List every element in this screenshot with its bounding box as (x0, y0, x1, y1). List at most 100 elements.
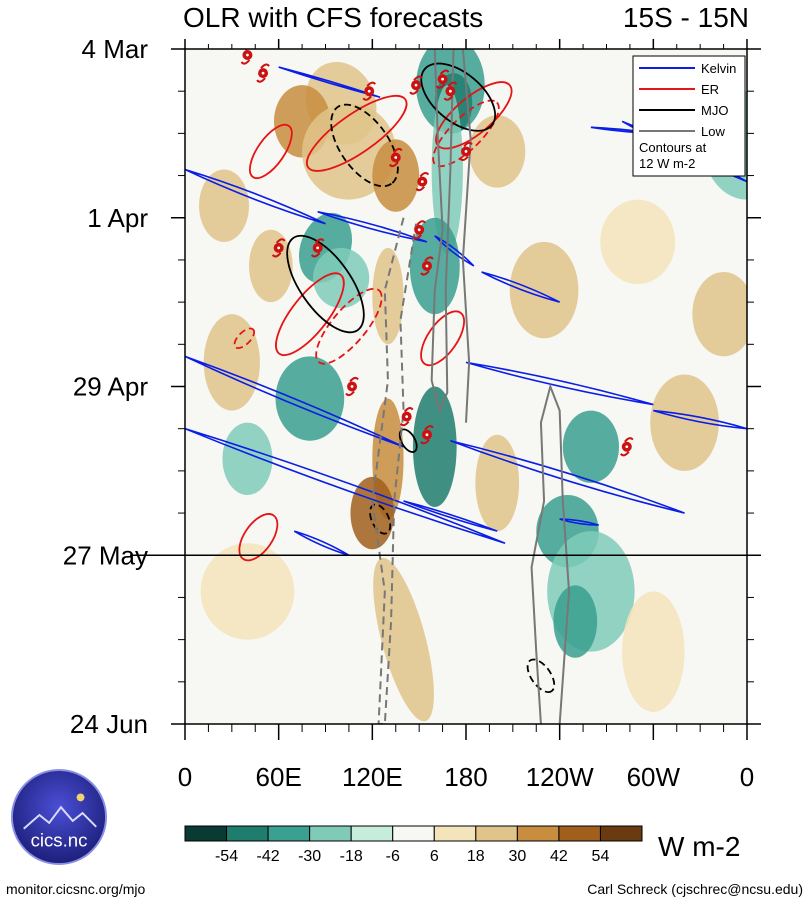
cyclone-arm (349, 376, 359, 383)
colorbar-segment (392, 825, 435, 842)
cyclone-eye (625, 445, 629, 449)
olr-anomaly-patch (275, 356, 345, 441)
x-tick-label: 0 (740, 762, 754, 792)
legend-box (632, 55, 746, 177)
olr-anomaly-patch (562, 410, 619, 483)
cyclone-eye (414, 83, 418, 87)
colorbar-segment (433, 825, 477, 842)
olr-anomaly-patch (200, 543, 295, 640)
mjo-contour (420, 62, 496, 132)
tropical-cyclone-markers (240, 49, 634, 457)
kelvin-contour (403, 500, 498, 532)
tropical-cyclone-icon (362, 81, 377, 101)
cyclone-arm (403, 407, 414, 413)
x-tick-label: 180 (444, 762, 487, 792)
tropical-cyclone-icon (459, 141, 473, 162)
cyclone-arm (388, 161, 399, 168)
low-frequency-contour (371, 217, 418, 724)
legend-label: Kelvin (701, 61, 736, 76)
er-contour (432, 99, 500, 168)
cyclone-arm (310, 252, 321, 258)
colorbar: -54 -42 -30 -18 -6 6 18 30 42 54 W m-2 (184, 825, 740, 865)
cyclone-eye (464, 150, 468, 153)
cyclone-arm (420, 270, 430, 276)
cyclone-arm (409, 89, 419, 95)
colorbar-unit-label: W m-2 (658, 831, 740, 862)
colorbar-tick-label: -30 (298, 848, 321, 865)
chart-title: OLR with CFS forecasts (183, 2, 484, 33)
er-contour (305, 94, 408, 172)
colorbar-segment (558, 825, 601, 842)
olr-anomaly-patch (600, 199, 676, 285)
er-contour (315, 287, 383, 365)
olr-anomaly-patch (553, 585, 598, 658)
colorbar-tick-label: 54 (592, 848, 610, 865)
cyclone-arm (275, 238, 286, 244)
colorbar-segment (350, 825, 394, 842)
colorbar-segment (599, 825, 643, 842)
x-tick-label: 0 (178, 762, 192, 792)
mjo-contour (330, 103, 399, 188)
cyclone-arm (412, 234, 422, 240)
tropical-cyclone-icon (420, 425, 434, 445)
cyclone-eye (316, 246, 320, 250)
kelvin-contour (185, 168, 326, 225)
colorbar-segment (184, 825, 228, 842)
cyclone-eye (246, 53, 249, 57)
cyclone-arm (271, 252, 282, 258)
colorbar-tick-label: -54 (215, 848, 238, 865)
cyclone-arm (392, 147, 403, 154)
cyclone-eye (405, 415, 409, 419)
tropical-cyclone-icon (271, 238, 286, 258)
olr-anomaly-patch (412, 386, 457, 508)
cyclone-eye (420, 180, 424, 183)
cyclone-arm (366, 81, 377, 87)
cyclone-eye (448, 89, 452, 93)
colorbar-tick-label: 42 (550, 848, 568, 865)
axis-ticks (171, 39, 761, 740)
cyclone-arm (447, 81, 458, 87)
cyclone-eye (350, 385, 354, 388)
wave-contours (185, 49, 747, 724)
olr-anomaly-patch (199, 169, 250, 242)
colorbar-tick-label: 30 (508, 848, 526, 865)
kelvin-contour (278, 66, 381, 98)
cyclone-arm (619, 451, 630, 457)
low-frequency-contour (530, 383, 571, 724)
colorbar-tick-label: 18 (467, 848, 485, 865)
colorbar-segment (475, 825, 518, 842)
low-frequency-contour (461, 49, 472, 423)
footer-url: monitor.cicsnc.org/mjo (6, 881, 146, 897)
kelvin-contour (465, 361, 654, 406)
tropical-cyclone-icon (310, 238, 325, 258)
colorbar-segment (309, 825, 352, 842)
cyclone-eye (425, 264, 429, 268)
olr-anomaly-patch (650, 374, 719, 471)
cyclone-arm (443, 95, 454, 101)
cyclone-arm (424, 425, 434, 431)
cyclone-arm (362, 95, 372, 101)
cyclone-arm (419, 172, 430, 178)
cyclone-eye (261, 71, 265, 75)
tropical-cyclone-icon (420, 256, 434, 276)
colorbar-tick-label: 6 (430, 848, 439, 865)
kelvin-contour (653, 409, 747, 430)
cyclone-arm (256, 77, 266, 83)
olr-anomaly-patch (249, 229, 293, 303)
legend-label: ER (701, 82, 719, 97)
colorbar-tick-label: -18 (340, 848, 363, 865)
y-tick-label: 29 Apr (73, 372, 149, 402)
tropical-cyclone-icon (388, 147, 403, 168)
tropical-cyclone-icon (443, 81, 458, 101)
legend-label: MJO (701, 103, 728, 118)
tropical-cyclone-icon (435, 69, 450, 89)
tropical-cyclone-icon (409, 75, 423, 95)
olr-anomaly-patch (622, 591, 685, 712)
cyclone-arm (624, 437, 634, 443)
olr-anomaly-patch (372, 247, 404, 345)
tropical-cyclone-icon (256, 63, 270, 83)
olr-anomaly-patch (373, 557, 434, 722)
colorbar-segment (516, 825, 560, 842)
y-tick-label: 27 May (63, 540, 148, 570)
tropical-cyclone-icon (619, 437, 634, 457)
